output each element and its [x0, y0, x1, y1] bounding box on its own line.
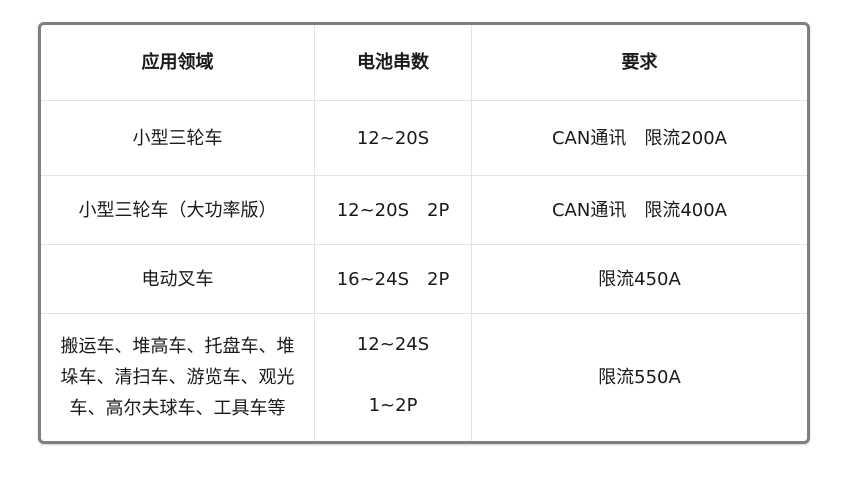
battery-application-table: 应用领域 电池串数 要求 小型三轮车 12~20S CAN通讯 限流200A 小… — [38, 22, 810, 444]
header-requirement: 要求 — [472, 25, 807, 101]
row1-cells: 12~20S — [315, 101, 472, 176]
row4-cells-line: 1~2P — [368, 394, 418, 416]
row4-requirement: 限流550A — [598, 367, 681, 388]
row4-application-line: 垛车、清扫车、游览车、观光 — [60, 367, 295, 388]
header-cells: 电池串数 — [315, 25, 472, 101]
row4-application: 搬运车、堆高车、托盘车、堆 垛车、清扫车、游览车、观光 车、高尔夫球车、工具车等 — [41, 314, 315, 441]
row1-requirement: CAN通讯 限流200A — [472, 101, 807, 176]
row2-cells: 12~20S 2P — [315, 176, 472, 245]
row4-cells-line: 12~24S — [356, 333, 430, 355]
row2-requirement: CAN通讯 限流400A — [472, 176, 807, 245]
row1-application: 小型三轮车 — [41, 101, 315, 176]
row4-application-line: 搬运车、堆高车、托盘车、堆 — [60, 336, 295, 357]
row3-cells: 16~24S 2P — [315, 245, 472, 314]
row4-application-line: 车、高尔夫球车、工具车等 — [69, 398, 286, 419]
header-application: 应用领域 — [41, 25, 315, 101]
row2-application: 小型三轮车（大功率版） — [41, 176, 315, 245]
row3-requirement: 限流450A — [472, 245, 807, 314]
row3-application: 电动叉车 — [41, 245, 315, 314]
row4-cells: 12~24S 1~2P — [315, 314, 472, 441]
